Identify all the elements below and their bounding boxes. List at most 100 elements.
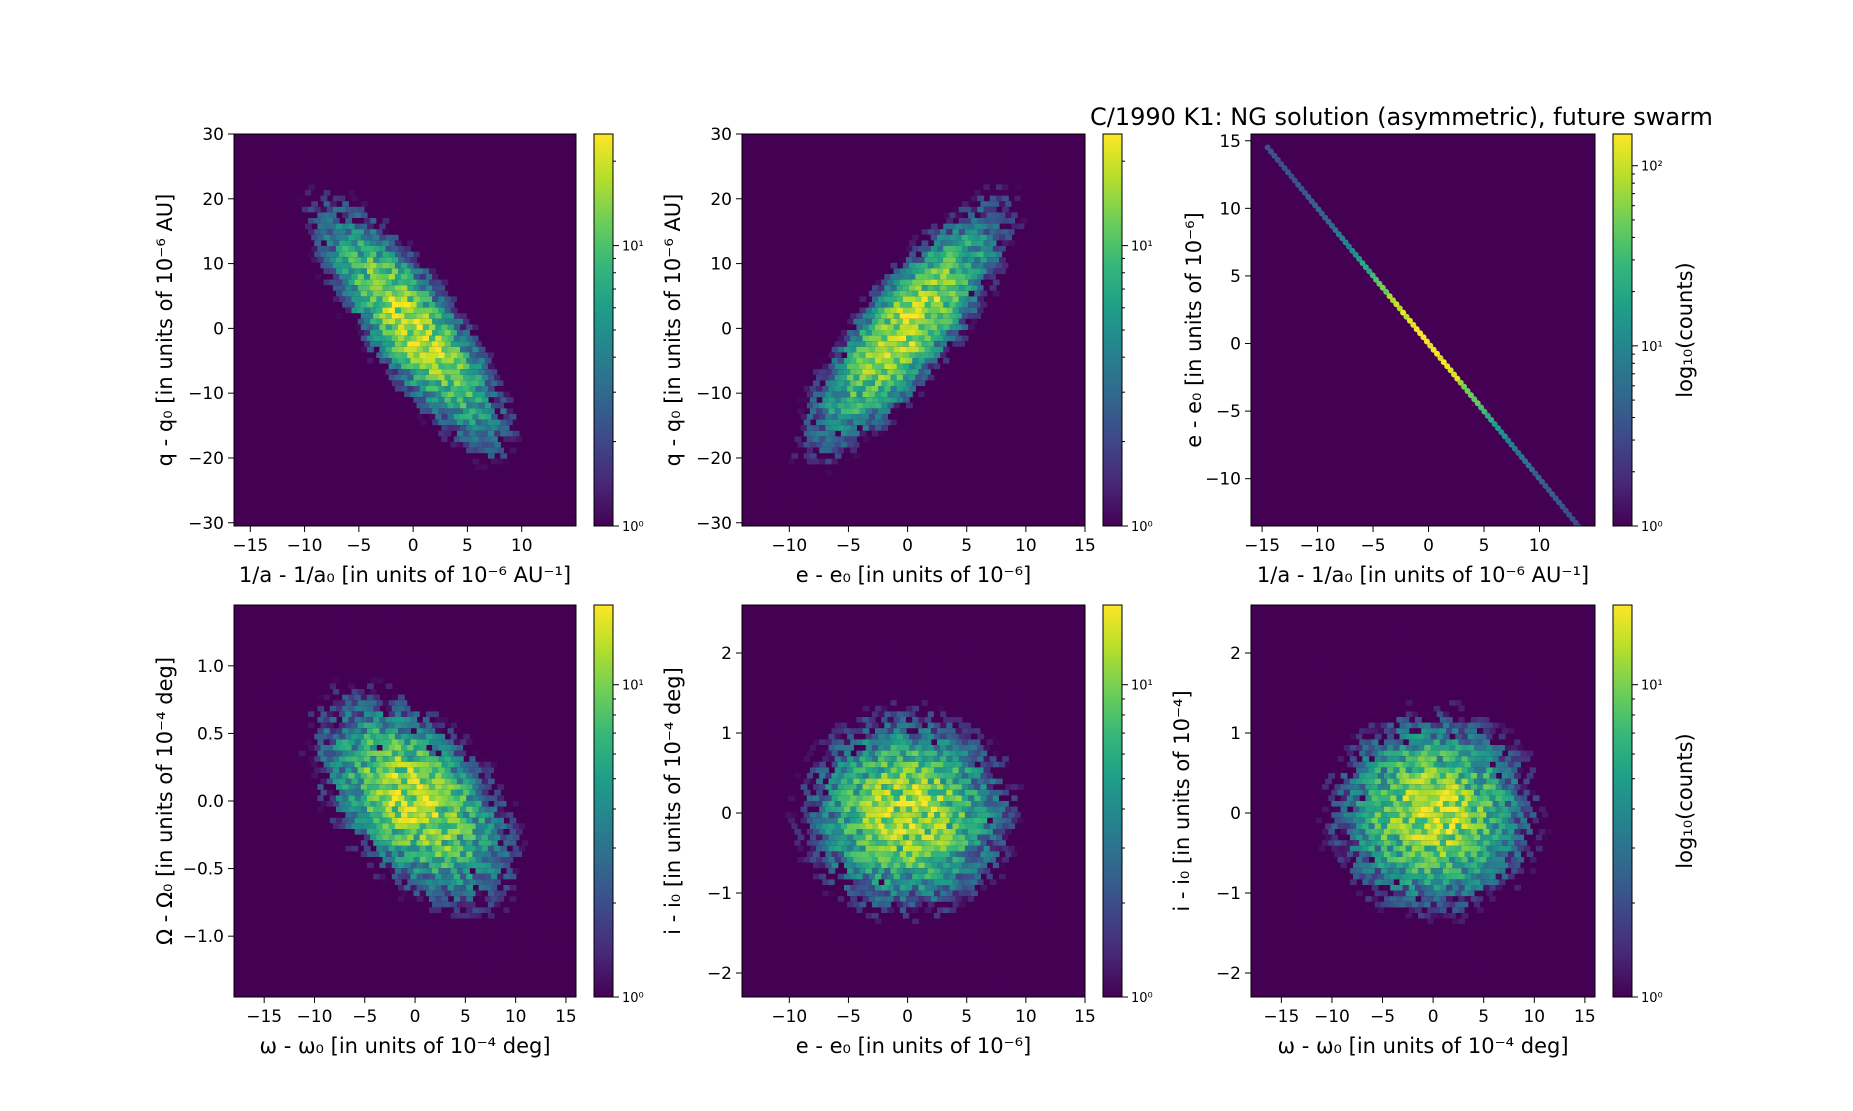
hexbin-cell	[484, 750, 492, 757]
hexbin-cell	[871, 857, 879, 863]
hexbin-cell	[816, 778, 823, 785]
hexbin-cell	[1014, 845, 1022, 852]
hexbin-cell	[1356, 745, 1363, 751]
hexbin-cell	[844, 750, 851, 757]
hexbin-cell	[308, 206, 315, 213]
hexbin-cell	[425, 789, 433, 796]
hexbin-cell	[1030, 178, 1037, 185]
hexbin-cell	[881, 346, 888, 353]
hexbin-cell	[834, 823, 842, 829]
hexbin-cell	[930, 896, 938, 902]
hexbin-cell	[305, 178, 312, 185]
hexbin-cell	[887, 896, 895, 902]
hexbin-cell	[497, 918, 504, 925]
hexbin-cell	[937, 806, 944, 813]
hexbin-cell	[460, 896, 467, 902]
hexbin-cell	[853, 419, 861, 426]
hexbin-cell	[983, 229, 991, 235]
hexbin-cell	[968, 918, 975, 925]
hexbin-cell	[522, 447, 529, 454]
hexbin-cell	[930, 246, 938, 252]
hexbin-cell	[336, 773, 343, 779]
hexbin-cell	[280, 761, 287, 768]
hexbin-cell	[494, 789, 501, 796]
hexbin-cell	[1002, 801, 1009, 807]
hexbin-cell	[850, 358, 857, 364]
hexbin-cell	[791, 812, 799, 818]
hexbin-cell	[432, 341, 439, 347]
hexbin-cell	[332, 251, 340, 258]
hexbin-cell	[351, 778, 359, 785]
hexbin-cell	[382, 756, 390, 762]
hexbin-cell	[844, 761, 851, 768]
hexbin-cell	[856, 739, 864, 745]
hexbin-cell	[822, 374, 830, 381]
hexbin-cell	[484, 873, 492, 880]
hexbin-cell	[450, 352, 458, 358]
hexbin-cell	[1399, 666, 1407, 673]
hexbin-cell	[999, 750, 1006, 757]
hexbin-cell	[930, 335, 938, 342]
hexbin-cell	[1318, 745, 1326, 751]
hexbin-cell	[1339, 235, 1346, 242]
hexbin-cell	[791, 386, 799, 392]
hexbin-cell	[853, 296, 861, 302]
hexbin-cell	[825, 885, 833, 891]
hexbin-cell	[785, 801, 792, 807]
hexbin-cell	[940, 946, 947, 953]
hexbin-cell	[419, 812, 427, 818]
hexbin-cell	[958, 296, 966, 302]
hexbin-cell	[927, 778, 935, 785]
hexbin-cell	[816, 756, 823, 762]
hexbin-cell	[456, 767, 464, 773]
hexbin-cell	[391, 346, 399, 353]
hexbin-cell	[868, 941, 876, 947]
hexbin-cell	[943, 885, 950, 891]
hexbin-cell	[413, 789, 421, 796]
hexbin-cell	[407, 789, 415, 796]
hexbin-cell	[918, 750, 926, 757]
hexbin-cell	[472, 806, 480, 813]
hexbin-cell	[345, 778, 353, 785]
hexbin-cell	[1023, 773, 1031, 779]
hexbin-cell	[453, 346, 461, 353]
hexbin-cell	[899, 414, 907, 420]
hexbin-cell	[444, 801, 452, 807]
hexbin-cell	[831, 380, 839, 386]
hexbin-cell	[865, 408, 873, 414]
hexbin-cell	[1442, 722, 1450, 729]
hexbin-cell	[469, 901, 477, 908]
hexbin-cell	[432, 801, 439, 807]
hexbin-cell	[360, 739, 368, 745]
hexbin-cell	[407, 677, 415, 684]
hexbin-cell	[475, 778, 483, 785]
hexbin-cell	[1383, 288, 1390, 295]
hexbin-cell	[444, 778, 452, 785]
hexbin-cell	[401, 722, 408, 729]
hexbin-cell	[961, 806, 969, 813]
hexbin-cell	[977, 285, 985, 291]
hexbin-cell	[930, 694, 938, 701]
hexbin-cell	[357, 206, 365, 213]
hexbin-cell	[432, 711, 439, 717]
hexbin-cell	[1408, 750, 1416, 757]
hexbin-cell	[884, 722, 892, 729]
hexbin-cell	[1483, 705, 1490, 712]
hexbin-cell	[933, 745, 941, 751]
hexbin-cell	[311, 257, 318, 263]
hexbin-cell	[958, 733, 966, 740]
hexbin-cell	[522, 907, 529, 913]
hexbin-cell	[391, 739, 399, 745]
hexbin-cell	[775, 817, 783, 824]
hexbin-cell	[834, 386, 842, 392]
hexbin-cell	[968, 279, 975, 286]
hexbin-cell	[955, 234, 963, 241]
hexbin-cell	[1359, 739, 1366, 745]
hexbin-cell	[871, 285, 879, 291]
hexbin-cell	[1023, 829, 1031, 835]
hexbin-cell	[1489, 717, 1497, 723]
hexbin-cell	[311, 672, 318, 678]
hexbin-cell	[933, 386, 941, 392]
hexbin-cell	[447, 358, 455, 364]
hexbin-cell	[469, 767, 477, 773]
